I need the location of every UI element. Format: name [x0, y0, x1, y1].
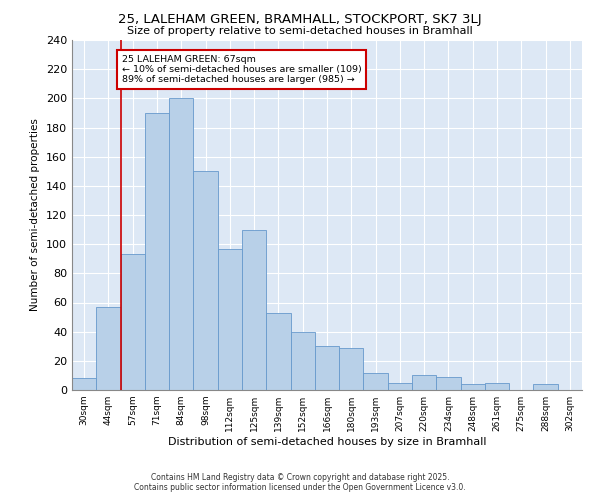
Bar — [364, 372, 388, 390]
Bar — [72, 378, 96, 390]
Bar — [145, 113, 169, 390]
Bar — [242, 230, 266, 390]
Bar — [266, 312, 290, 390]
Bar — [461, 384, 485, 390]
Bar — [290, 332, 315, 390]
Bar — [436, 377, 461, 390]
Bar — [412, 376, 436, 390]
Bar — [121, 254, 145, 390]
Y-axis label: Number of semi-detached properties: Number of semi-detached properties — [31, 118, 40, 312]
Bar — [339, 348, 364, 390]
Bar — [193, 171, 218, 390]
Text: Contains HM Land Registry data © Crown copyright and database right 2025.
Contai: Contains HM Land Registry data © Crown c… — [134, 473, 466, 492]
Text: Size of property relative to semi-detached houses in Bramhall: Size of property relative to semi-detach… — [127, 26, 473, 36]
Text: 25 LALEHAM GREEN: 67sqm
← 10% of semi-detached houses are smaller (109)
89% of s: 25 LALEHAM GREEN: 67sqm ← 10% of semi-de… — [122, 54, 362, 84]
Text: 25, LALEHAM GREEN, BRAMHALL, STOCKPORT, SK7 3LJ: 25, LALEHAM GREEN, BRAMHALL, STOCKPORT, … — [118, 12, 482, 26]
Bar — [169, 98, 193, 390]
Bar — [218, 248, 242, 390]
Bar — [388, 382, 412, 390]
Bar — [533, 384, 558, 390]
Bar — [485, 382, 509, 390]
X-axis label: Distribution of semi-detached houses by size in Bramhall: Distribution of semi-detached houses by … — [168, 437, 486, 447]
Bar — [315, 346, 339, 390]
Bar — [96, 307, 121, 390]
